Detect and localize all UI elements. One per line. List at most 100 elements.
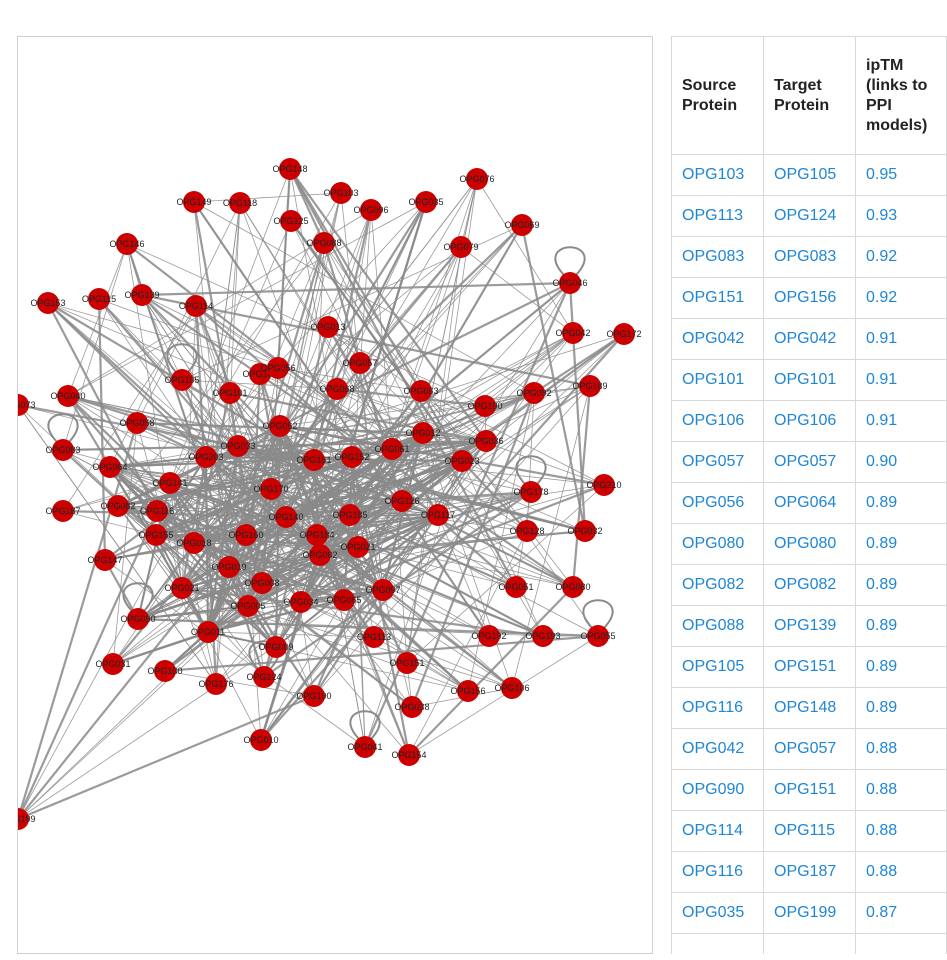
node-circle[interactable] (309, 544, 331, 566)
target-protein-link[interactable]: OPG083 (774, 248, 837, 265)
network-node[interactable]: OPG152 (334, 446, 370, 468)
node-circle[interactable] (450, 236, 472, 258)
node-circle[interactable] (260, 478, 282, 500)
network-node[interactable]: OPG032 (567, 520, 603, 542)
network-node[interactable]: OPG021 (164, 577, 200, 599)
node-circle[interactable] (218, 556, 240, 578)
node-circle[interactable] (183, 532, 205, 554)
iptm-link[interactable]: 0.88 (866, 822, 898, 839)
network-node[interactable]: OPG148 (272, 158, 308, 180)
target-protein-link[interactable]: OPG148 (774, 699, 837, 716)
network-node[interactable]: OPG090 (120, 608, 156, 630)
source-protein-link[interactable]: OPG088 (682, 617, 745, 634)
network-node[interactable]: OPG192 (471, 625, 507, 647)
iptm-link[interactable]: 0.89 (866, 535, 898, 552)
node-circle[interactable] (451, 450, 473, 472)
network-node[interactable]: OPG113 (357, 626, 391, 648)
iptm-link[interactable]: 0.88 (866, 781, 898, 798)
iptm-link[interactable]: 0.91 (866, 412, 898, 429)
network-node[interactable]: OPG097 (365, 579, 401, 601)
node-circle[interactable] (154, 660, 176, 682)
node-circle[interactable] (250, 729, 272, 751)
node-circle[interactable] (145, 524, 167, 546)
network-node[interactable]: OPG118 (223, 192, 257, 214)
network-node[interactable]: OPG013 (310, 316, 346, 338)
network-node[interactable]: OPG073 (18, 394, 36, 416)
network-node[interactable]: OPG056 (260, 357, 296, 379)
node-circle[interactable] (269, 415, 291, 437)
node-circle[interactable] (146, 500, 168, 522)
target-protein-link[interactable]: OPG199 (774, 904, 837, 921)
network-node[interactable]: OPG096 (353, 199, 389, 221)
network-node[interactable]: OPG160 (228, 524, 264, 546)
node-circle[interactable] (511, 214, 533, 236)
node-circle[interactable] (341, 446, 363, 468)
network-graph-panel[interactable]: OPG148 OPG076 OPG149 OPG118 OPG103 OPG096 OPG0… (17, 36, 653, 954)
node-circle[interactable] (613, 323, 635, 345)
node-circle[interactable] (205, 673, 227, 695)
network-node[interactable]: OPG042 (555, 322, 591, 344)
iptm-link[interactable]: 0.92 (866, 248, 898, 265)
node-circle[interactable] (478, 625, 500, 647)
network-node[interactable]: OPG010 (243, 729, 279, 751)
node-circle[interactable] (265, 636, 287, 658)
network-node[interactable]: OPG055 (580, 625, 616, 647)
node-circle[interactable] (466, 168, 488, 190)
network-node[interactable]: OPG190 (296, 685, 332, 707)
network-node[interactable]: OPG155 (138, 524, 174, 546)
iptm-link[interactable]: 0.91 (866, 371, 898, 388)
network-node[interactable]: OPG184 (299, 524, 335, 546)
network-node[interactable]: OPG008 (244, 572, 280, 594)
source-protein-link[interactable]: OPG113 (682, 207, 744, 224)
iptm-link[interactable]: 0.95 (866, 166, 898, 183)
node-circle[interactable] (280, 210, 302, 232)
node-circle[interactable] (339, 504, 361, 526)
node-circle[interactable] (559, 272, 581, 294)
iptm-link[interactable]: 0.88 (866, 863, 898, 880)
node-circle[interactable] (171, 369, 193, 391)
source-protein-link[interactable]: OPG116 (682, 699, 744, 716)
network-node[interactable]: OPG107 (242, 363, 278, 385)
iptm-link[interactable]: 0.87 (866, 904, 898, 921)
node-circle[interactable] (347, 536, 369, 558)
source-protein-link[interactable]: OPG106 (682, 412, 745, 429)
node-circle[interactable] (349, 352, 371, 374)
node-circle[interactable] (410, 380, 432, 402)
network-node[interactable]: OPG065 (326, 589, 362, 611)
iptm-link[interactable]: 0.89 (866, 576, 898, 593)
network-node[interactable]: OPG062 (262, 415, 298, 437)
node-circle[interactable] (37, 292, 59, 314)
node-circle[interactable] (183, 191, 205, 213)
target-protein-link[interactable]: OPG115 (774, 822, 836, 839)
node-circle[interactable] (290, 591, 312, 613)
network-node[interactable]: OPG046 (552, 272, 588, 294)
node-circle[interactable] (94, 549, 116, 571)
node-circle[interactable] (360, 199, 382, 221)
iptm-link[interactable]: 0.89 (866, 699, 898, 716)
node-circle[interactable] (474, 395, 496, 417)
network-node[interactable]: OPG101 (212, 382, 248, 404)
node-circle[interactable] (171, 577, 193, 599)
network-node[interactable]: OPG033 (220, 435, 256, 457)
network-node[interactable]: OPG116 (140, 500, 174, 522)
network-node[interactable]: OPG002 (302, 544, 338, 566)
network-node[interactable]: OPG147 (87, 549, 123, 571)
node-circle[interactable] (579, 375, 601, 397)
node-circle[interactable] (57, 385, 79, 407)
node-circle[interactable] (159, 472, 181, 494)
node-circle[interactable] (52, 500, 74, 522)
node-circle[interactable] (303, 685, 325, 707)
source-protein-link[interactable]: OPG105 (682, 658, 745, 675)
source-protein-link[interactable]: OPG080 (682, 535, 745, 552)
network-node[interactable]: OPG210 (586, 474, 622, 496)
network-node[interactable]: OPG083 (45, 439, 81, 461)
target-protein-link[interactable]: OPG057 (774, 740, 837, 757)
iptm-link[interactable]: 0.89 (866, 617, 898, 634)
node-circle[interactable] (593, 474, 615, 496)
network-node[interactable]: OPG082 (100, 495, 136, 517)
source-protein-link[interactable]: OPG057 (682, 453, 745, 470)
node-circle[interactable] (532, 625, 554, 647)
node-circle[interactable] (303, 449, 325, 471)
network-node[interactable]: OPG023 (444, 450, 480, 472)
node-circle[interactable] (523, 382, 545, 404)
